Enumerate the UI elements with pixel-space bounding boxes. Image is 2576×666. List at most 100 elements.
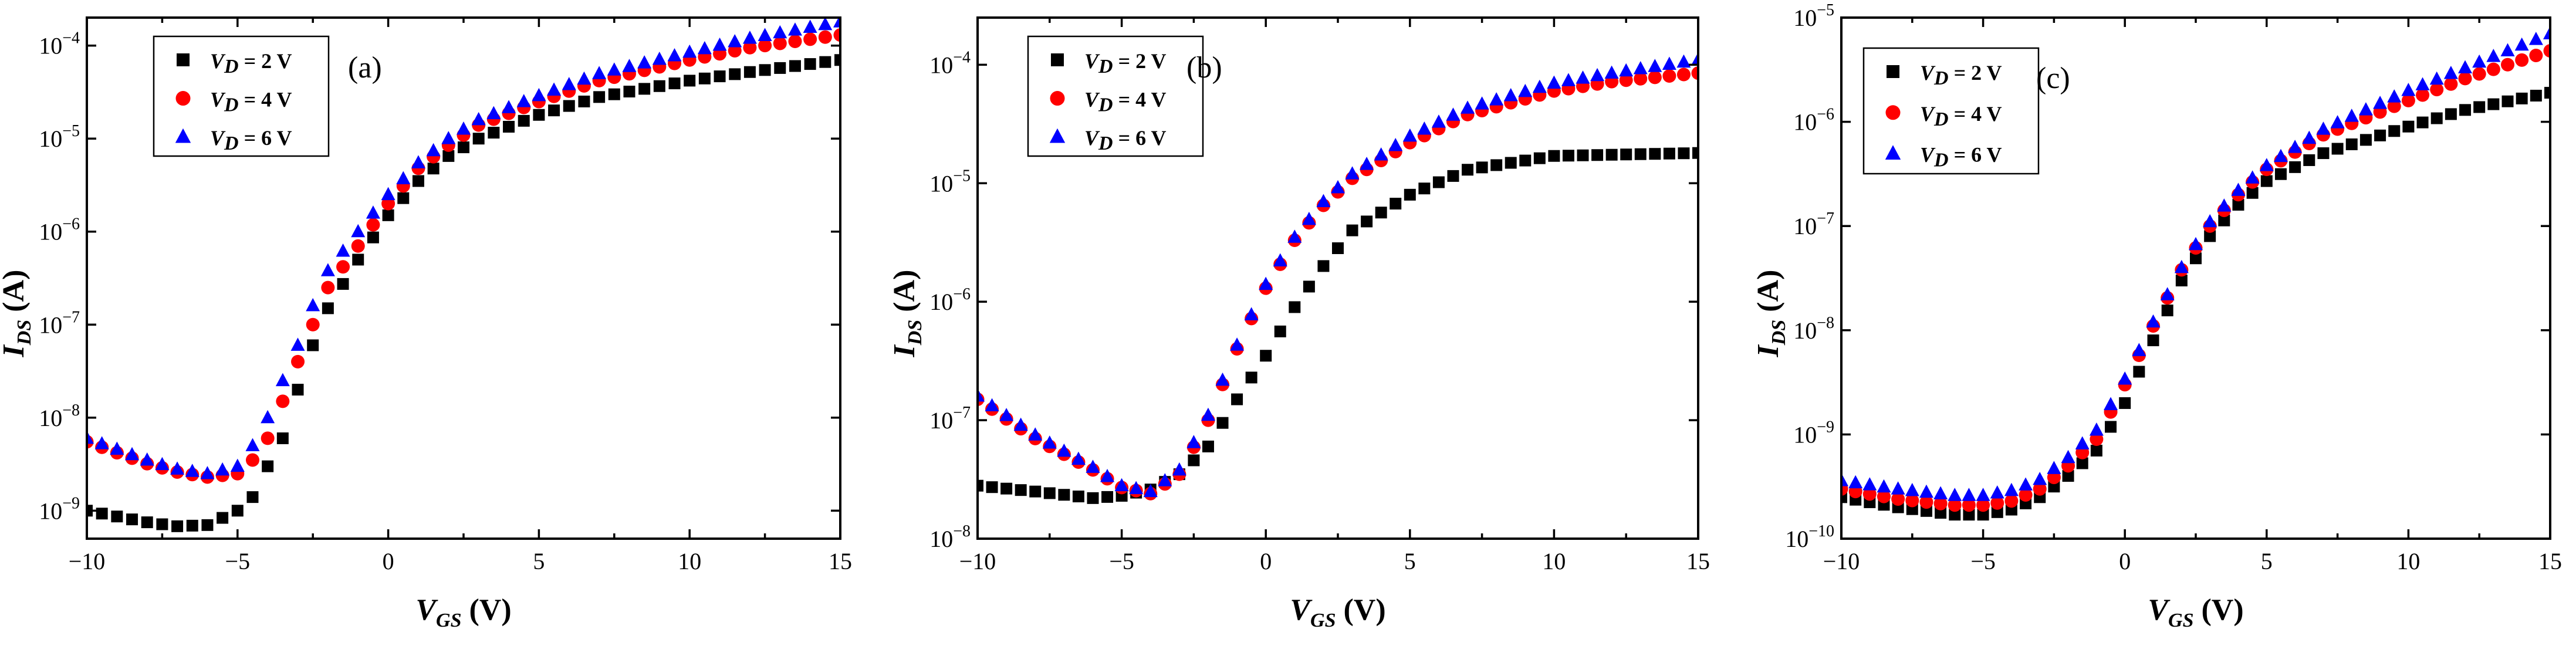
data-point xyxy=(2019,488,2033,502)
data-point xyxy=(2061,449,2075,464)
data-point xyxy=(2190,252,2202,265)
data-point xyxy=(1977,509,1989,521)
data-point xyxy=(818,30,832,44)
data-point xyxy=(2516,92,2528,104)
data-point xyxy=(2075,436,2090,449)
x-axis-var: V xyxy=(415,593,438,627)
data-point xyxy=(2203,214,2217,228)
x-tick-label: −5 xyxy=(1109,548,1134,574)
data-point xyxy=(1245,371,1257,384)
legend-marker-1 xyxy=(177,53,190,66)
data-point xyxy=(1604,65,1619,79)
legend-var: V xyxy=(1084,88,1100,111)
data-point xyxy=(698,72,711,84)
legend-marker-3 xyxy=(175,128,191,143)
data-point xyxy=(1461,100,1475,114)
y-tick-base: 10 xyxy=(39,126,62,152)
legend-entry-3: VD = 6 V xyxy=(210,126,292,154)
data-point xyxy=(125,447,140,461)
data-point xyxy=(111,511,123,523)
data-point xyxy=(1648,70,1662,84)
y-tick-label: 10−6 xyxy=(39,215,80,245)
data-point xyxy=(1841,491,1847,503)
data-point xyxy=(1648,59,1662,72)
data-point xyxy=(306,297,320,312)
data-point xyxy=(1692,147,1698,159)
data-point xyxy=(290,337,305,351)
data-point xyxy=(1933,496,1948,511)
data-point xyxy=(1230,337,1245,351)
data-point xyxy=(1962,498,1976,512)
data-point xyxy=(2500,43,2515,56)
data-point xyxy=(2302,130,2317,144)
data-point xyxy=(261,431,275,445)
legend-rest: = 4 V xyxy=(1113,88,1167,111)
data-point xyxy=(185,464,200,477)
legend-var: V xyxy=(1920,61,1936,84)
data-point xyxy=(186,519,198,532)
data-point xyxy=(1087,492,1099,504)
data-point xyxy=(351,239,365,253)
legend-marker-2 xyxy=(1885,105,1901,120)
data-point xyxy=(2444,77,2458,91)
data-point xyxy=(548,104,560,117)
data-point xyxy=(712,38,727,51)
y-tick-base: 10 xyxy=(39,405,62,431)
data-point xyxy=(2218,214,2230,226)
data-point xyxy=(1029,485,1042,498)
legend-var: V xyxy=(1084,126,1100,150)
data-point xyxy=(1877,479,1891,493)
data-point xyxy=(1949,509,1961,521)
data-point xyxy=(1015,484,1027,496)
legend-sub: D xyxy=(224,133,239,154)
data-point xyxy=(562,77,576,90)
data-point xyxy=(1417,121,1432,135)
data-point xyxy=(1862,477,1877,491)
data-point xyxy=(1216,417,1229,429)
data-point xyxy=(1431,114,1446,128)
x-axis-label: VGS (V) xyxy=(2148,593,2243,631)
x-tick-label: −10 xyxy=(69,548,106,574)
data-point xyxy=(336,260,350,274)
data-point xyxy=(2530,89,2542,102)
data-point xyxy=(2501,95,2514,107)
data-point xyxy=(789,60,801,72)
y-tick-label: 10−5 xyxy=(1793,1,1834,31)
data-point xyxy=(1676,54,1691,68)
y-tick-exponent: −9 xyxy=(62,494,80,512)
data-point xyxy=(2486,49,2501,62)
data-point xyxy=(2458,72,2472,86)
y-tick-label: 10−7 xyxy=(929,404,971,434)
data-point xyxy=(2004,494,2019,508)
data-point xyxy=(1662,56,1676,70)
data-point xyxy=(743,40,757,55)
data-point xyxy=(2004,482,2019,496)
y-tick-label: 10−9 xyxy=(39,494,80,524)
y-tick-exponent: −5 xyxy=(953,167,971,185)
y-axis-var: I xyxy=(888,344,921,357)
data-point xyxy=(1172,462,1186,476)
data-point xyxy=(156,518,168,530)
series-1-points xyxy=(1841,87,2550,521)
legend-rest: = 6 V xyxy=(1113,126,1167,150)
data-point xyxy=(352,253,364,266)
data-point xyxy=(320,263,335,276)
data-point xyxy=(292,384,304,396)
data-point xyxy=(2445,108,2457,120)
data-point xyxy=(367,231,379,244)
y-tick-base: 10 xyxy=(929,526,953,552)
data-point xyxy=(488,127,500,139)
data-point xyxy=(819,56,831,68)
data-point xyxy=(2359,134,2372,146)
legend-var: V xyxy=(210,88,226,111)
data-point xyxy=(94,436,109,449)
data-point xyxy=(503,120,515,133)
data-point xyxy=(2089,422,2104,436)
data-point xyxy=(366,205,380,219)
y-tick-label: 10−4 xyxy=(39,29,80,59)
data-point xyxy=(2090,432,2104,447)
data-point xyxy=(2303,154,2315,166)
data-point xyxy=(2246,187,2259,199)
data-point xyxy=(1244,307,1259,320)
data-point xyxy=(291,354,305,369)
